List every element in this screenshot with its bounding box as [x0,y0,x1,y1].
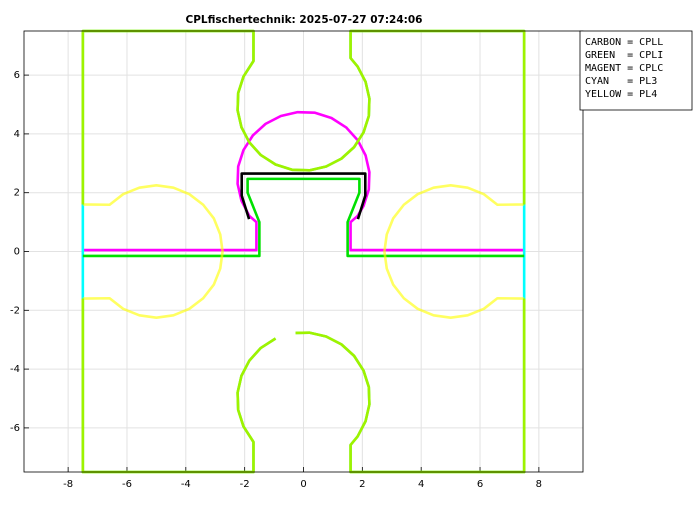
legend: CARBON = CPLL GREEN = CPLI MAGENT = CPLC CY… [579,30,693,111]
legend-label: YELLOW = PL4 [585,89,657,100]
y-tick-label: -2 [10,305,20,316]
x-tick-label: -4 [181,479,191,490]
y-tick-label: 4 [14,129,20,140]
series-line [81,204,526,299]
y-tick-label: -6 [10,423,20,434]
legend-label: MAGENT = CPLC [585,63,663,74]
x-tick-label: -2 [240,479,250,490]
x-tick-label: 2 [359,479,365,490]
chart-title: CPLfischertechnik: 2025-07-27 07:24:06 [186,14,423,26]
y-tick-label: 2 [14,188,20,199]
legend-label: CARBON = CPLL [585,37,663,48]
series-line [81,29,526,474]
x-tick-label: 8 [536,479,542,490]
x-tick-label: 0 [300,479,306,490]
legend-box [579,30,693,111]
y-tick-label: 0 [14,247,20,258]
axes-box [23,30,584,473]
legend-label: GREEN = CPLI [585,50,663,61]
series-line [240,172,367,220]
x-tick-label: -6 [122,479,132,490]
x-tick-label: 6 [477,479,483,490]
x-tick-label: -8 [63,479,73,490]
x-tick-label: 4 [418,479,424,490]
y-tick-label: 6 [14,70,20,81]
y-tick-label: -4 [10,364,20,375]
legend-label: CYAN = PL3 [585,76,657,87]
